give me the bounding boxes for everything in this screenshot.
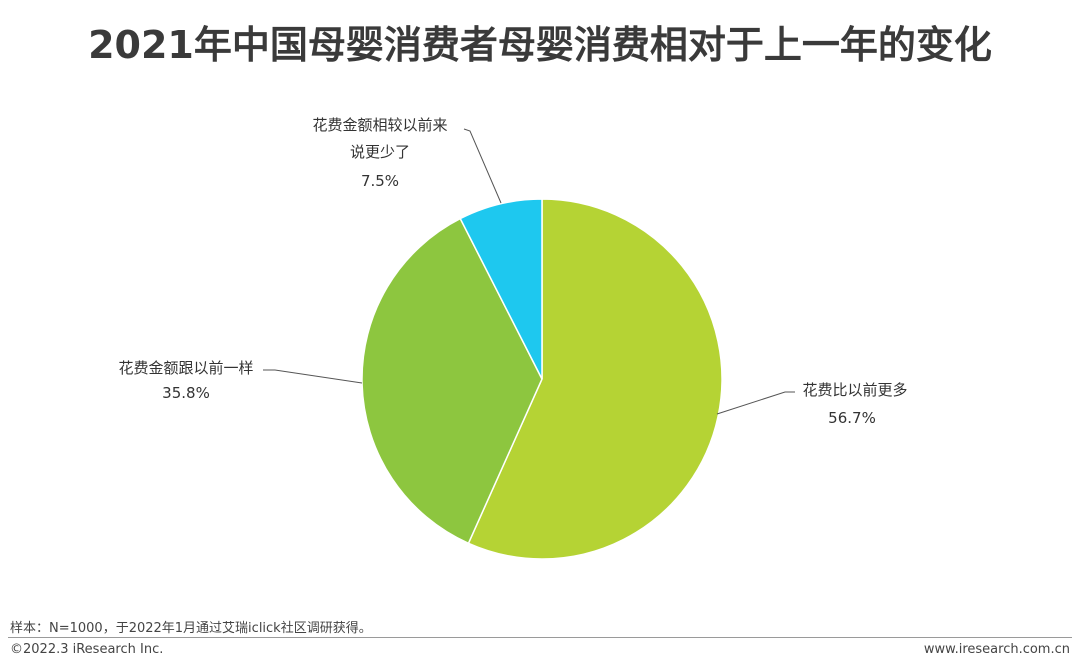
slice-value-label-1: 56.7% [828, 409, 876, 427]
slice-category-label-2: 花费金额跟以前一样 [118, 359, 253, 377]
slice-value-label-2: 35.8% [162, 384, 210, 402]
chart-title: 2021年中国母婴消费者母婴消费相对于上一年的变化 [88, 23, 992, 67]
leader-line-3 [463, 128, 502, 204]
footer-divider [8, 637, 1072, 638]
website: www.iresearch.com.cn [923, 642, 1070, 657]
copyright: ©2022.3 iResearch Inc. [10, 642, 164, 657]
slice-category-label-1: 花费比以前更多 [802, 381, 907, 399]
pie-slice-3 [459, 198, 543, 380]
leader-line-2 [263, 369, 363, 384]
sample-note: 样本：N=1000，于2022年1月通过艾瑞iclick社区调研获得。 [10, 621, 372, 636]
slice-category-label-3: 说更少了 [350, 143, 410, 161]
slice-category-label-3: 花费金额相较以前来 [312, 116, 447, 134]
slice-value-label-3: 7.5% [361, 172, 399, 190]
leader-line-1 [716, 391, 795, 415]
pie-slice-1 [467, 198, 723, 560]
pie-slice-2 [361, 217, 543, 545]
